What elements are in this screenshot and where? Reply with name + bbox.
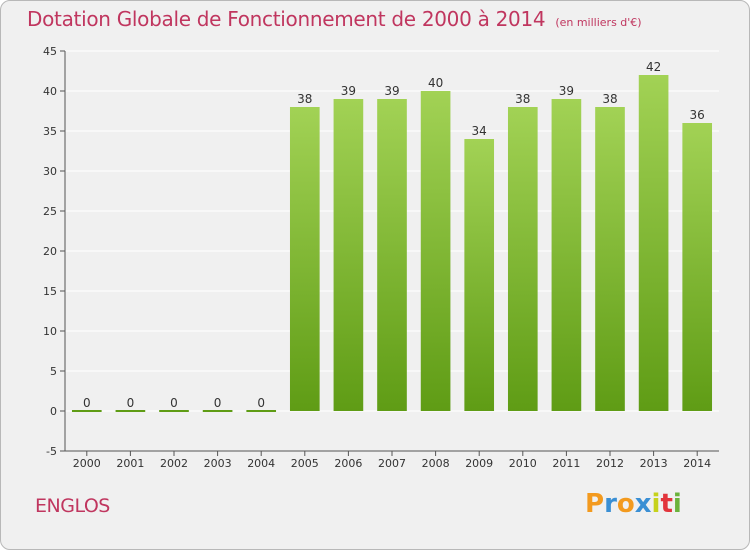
bars: [71, 75, 713, 412]
logo-letter: x: [634, 489, 652, 519]
y-tick-label: 0: [50, 405, 57, 418]
value-label-2013: 42: [646, 60, 661, 74]
bar-2008: [420, 91, 451, 411]
value-label-2011: 39: [559, 84, 574, 98]
x-tick-label: 2010: [509, 457, 537, 470]
bar-2011: [551, 99, 582, 411]
y-tick-label: 45: [43, 45, 57, 58]
chart-subtitle: (en milliers d'€): [555, 16, 642, 29]
axes: [60, 50, 719, 456]
bar-2012: [595, 107, 625, 411]
bar-2013: [638, 75, 669, 411]
x-tick-label: 2007: [378, 457, 406, 470]
value-label-2014: 36: [690, 108, 705, 122]
bar-2007: [377, 99, 407, 411]
title-row: Dotation Globale de Fonctionnement de 20…: [27, 7, 642, 31]
value-label-2004: 0: [257, 396, 265, 410]
y-tick-label: 10: [43, 325, 57, 338]
logo-letter: r: [604, 489, 617, 519]
value-label-2009: 34: [472, 124, 487, 138]
logo-letter: i: [672, 489, 682, 519]
x-tick-label: 2000: [73, 457, 101, 470]
labels: -5 0 5 10 15 20 25 30 35 40 45 0 2000 0 2001 0 2002 0 2003…: [43, 45, 711, 470]
commune-name: ENGLOS: [35, 495, 110, 517]
bar-2014: [682, 123, 713, 411]
y-tick-label: 20: [43, 245, 57, 258]
bar-2009: [464, 139, 495, 411]
value-label-2005: 38: [297, 92, 312, 106]
y-tick-label: 5: [50, 365, 57, 378]
logo-letter: t: [660, 489, 673, 519]
proxiti-logo: Proxiti: [585, 489, 682, 519]
x-tick-label: 2004: [247, 457, 275, 470]
bar-2006: [333, 99, 364, 411]
logo-letter: o: [616, 489, 635, 519]
value-label-2010: 38: [515, 92, 530, 106]
bar-2002: [159, 410, 189, 412]
bar-2003: [202, 410, 233, 412]
bar-2005: [289, 107, 320, 411]
x-tick-label: 2014: [683, 457, 711, 470]
value-label-2001: 0: [127, 396, 135, 410]
logo-letter: P: [585, 489, 605, 519]
x-tick-label: 2012: [596, 457, 624, 470]
logo-letter: i: [651, 489, 661, 519]
value-label-2000: 0: [83, 396, 91, 410]
y-tick-label: 30: [43, 165, 57, 178]
value-label-2008: 40: [428, 76, 443, 90]
value-label-2007: 39: [384, 84, 399, 98]
bar-2001: [115, 410, 146, 412]
x-tick-label: 2006: [334, 457, 362, 470]
value-label-2002: 0: [170, 396, 178, 410]
x-tick-label: 2003: [204, 457, 232, 470]
bar-2004: [246, 410, 277, 412]
x-tick-label: 2002: [160, 457, 188, 470]
x-tick-label: 2001: [116, 457, 144, 470]
bar-2000: [71, 410, 102, 412]
y-tick-label: 25: [43, 205, 57, 218]
value-label-2006: 39: [341, 84, 356, 98]
x-tick-label: 2009: [465, 457, 493, 470]
value-label-2003: 0: [214, 396, 222, 410]
x-tick-label: 2011: [552, 457, 580, 470]
chart-title: Dotation Globale de Fonctionnement de 20…: [27, 7, 546, 31]
y-tick-label: 15: [43, 285, 57, 298]
bar-2010: [507, 107, 538, 411]
x-tick-label: 2013: [640, 457, 668, 470]
x-tick-label: 2005: [291, 457, 319, 470]
x-tick-label: 2008: [422, 457, 450, 470]
y-tick-label: 40: [43, 85, 57, 98]
value-label-2012: 38: [602, 92, 617, 106]
y-tick-label: -5: [46, 445, 57, 458]
y-tick-label: 35: [43, 125, 57, 138]
